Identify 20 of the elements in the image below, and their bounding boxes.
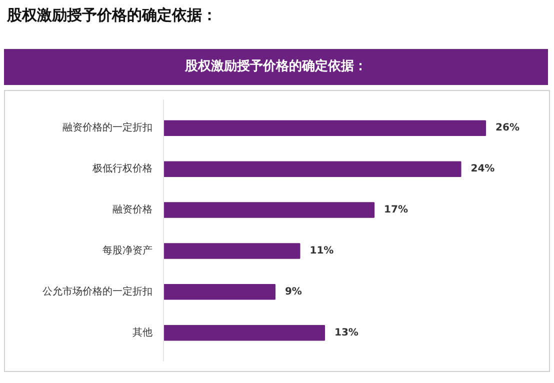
data-label: 13% bbox=[334, 327, 358, 338]
chart-subtitle: 股权激励授予价格的确定依据： bbox=[185, 58, 367, 76]
chart-title: 股权激励授予价格的确定依据： bbox=[7, 5, 217, 26]
y-tick-label: 其他 bbox=[132, 326, 152, 338]
bar bbox=[164, 202, 375, 218]
data-label: 9% bbox=[284, 286, 302, 298]
data-label: 26% bbox=[496, 122, 520, 134]
bar bbox=[164, 284, 276, 300]
bar bbox=[164, 161, 462, 177]
bar bbox=[164, 120, 486, 136]
y-tick-label: 公允市场价格的一定折扣 bbox=[42, 285, 152, 298]
bar bbox=[164, 324, 326, 341]
bar bbox=[164, 243, 300, 259]
y-tick-label: 融资价格 bbox=[112, 204, 152, 216]
data-label: 11% bbox=[310, 245, 334, 256]
data-label: 17% bbox=[384, 204, 408, 216]
y-tick-label: 融资价格的一定折扣 bbox=[62, 122, 152, 134]
y-tick-label: 每股净资产 bbox=[102, 244, 152, 256]
y-tick-label: 极低行权价格 bbox=[92, 162, 152, 175]
data-label: 24% bbox=[470, 164, 495, 175]
